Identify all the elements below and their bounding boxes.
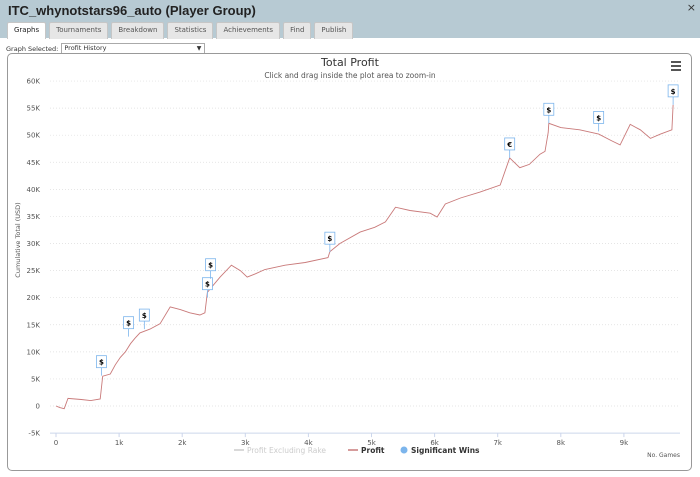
y-tick-label: 45K [27,159,41,167]
x-tick-label: 0 [54,439,58,447]
y-tick-label: 50K [27,132,41,140]
significant-win-flag [138,308,150,322]
y-tick-label: 55K [27,105,41,113]
legend-excl-rake: Profit Excluding Rake [247,446,326,455]
significant-win-flag [543,102,555,116]
y-tick-label: -5K [28,430,40,438]
x-axis-title: No. Games [647,452,680,459]
significant-win-label: $ [327,235,332,243]
y-tick-label: 20K [27,294,41,302]
significant-win-label: $ [205,281,210,289]
y-tick-label: 25K [27,267,41,275]
significant-win-label: € [506,141,512,149]
x-tick-label: 6k [430,439,439,447]
significant-win-label: $ [546,106,551,114]
legend-wins-swatch [400,446,408,454]
window-title: ITC_whynotstars96_auto (Player Group) [8,3,256,18]
significant-win-label: $ [126,320,131,328]
significant-win-flag [667,84,679,98]
significant-win-flag [324,231,336,245]
y-tick-label: 60K [27,78,41,86]
tab-find[interactable]: Find [283,22,312,39]
legend-wins: Significant Wins [411,446,480,455]
y-tick-label: 10K [27,348,41,356]
tab-breakdown[interactable]: Breakdown [111,22,165,39]
significant-win-label: $ [142,312,147,320]
y-axis-title: Cumulative Total (USD) [14,202,22,277]
graph-select-value: Profit History [64,44,107,52]
chart-title: Total Profit [320,56,380,69]
x-tick-label: 3k [241,439,250,447]
x-tick-label: 7k [493,439,502,447]
significant-win-flag [202,277,213,291]
significant-win-flag [96,355,107,369]
y-tick-label: 40K [27,186,41,194]
significant-win-flag [504,137,516,151]
tab-statistics[interactable]: Statistics [167,22,214,39]
x-tick-label: 1k [115,439,124,447]
x-tick-label: 4k [304,439,313,447]
tab-tournaments[interactable]: Tournaments [49,22,109,39]
close-icon[interactable]: × [686,1,696,14]
chart-panel [7,53,692,471]
x-tick-label: 2k [178,439,187,447]
x-tick-label: 8k [557,439,566,447]
tab-achievements[interactable]: Achievements [216,22,281,39]
significant-win-label: $ [208,262,213,270]
significant-win-flag [205,258,216,272]
tab-bar: Graphs Tournaments Breakdown Statistics … [7,22,354,39]
y-tick-label: 30K [27,240,41,248]
tab-publish[interactable]: Publish [314,22,354,39]
profit-series-line [55,104,674,410]
x-tick-label: 9k [620,439,629,447]
chevron-down-icon: ▼ [196,45,202,52]
tab-graphs[interactable]: Graphs [7,22,47,39]
significant-win-label: $ [671,88,676,96]
y-tick-label: 5K [31,375,40,383]
chart-menu-icon[interactable] [671,61,681,73]
y-tick-label: 35K [27,213,41,221]
significant-win-flag [123,316,134,330]
significant-win-label: $ [596,114,601,122]
graph-select-label: Graph Selected: [6,44,59,53]
y-tick-label: 15K [27,321,41,329]
significant-win-flag [593,111,605,124]
legend-profit: Profit [361,446,385,455]
x-tick-label: 5k [367,439,376,447]
y-tick-label: 0 [36,403,40,411]
significant-win-label: $ [99,359,104,367]
window-header: ITC_whynotstars96_auto (Player Group) × … [0,0,700,39]
chart-subtitle: Click and drag inside the plot area to z… [264,71,436,80]
